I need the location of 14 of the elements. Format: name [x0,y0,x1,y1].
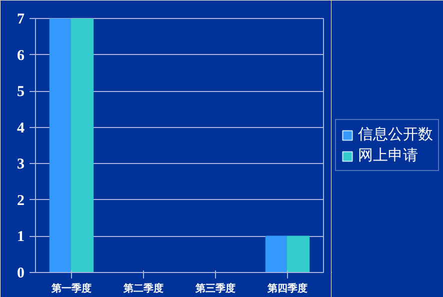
y-tick-label: 3 [17,156,24,173]
x-tick-label: 第一季度 [50,282,92,294]
y-tick-label: 7 [17,12,25,28]
legend-label: 信息公开数 [358,125,433,144]
y-tick-label: 6 [17,48,25,64]
x-tick-label: 第三季度 [194,282,236,294]
legend-label: 网上申请 [358,146,418,165]
x-tick-label: 第四季度 [266,282,308,294]
y-tick-label: 0 [17,266,24,282]
y-tick-label: 4 [17,120,25,136]
y-tick-label: 1 [17,229,24,246]
y-tick-label: 2 [17,192,24,209]
y-tick-label: 5 [17,84,24,100]
x-tick-label: 第二季度 [122,282,164,294]
